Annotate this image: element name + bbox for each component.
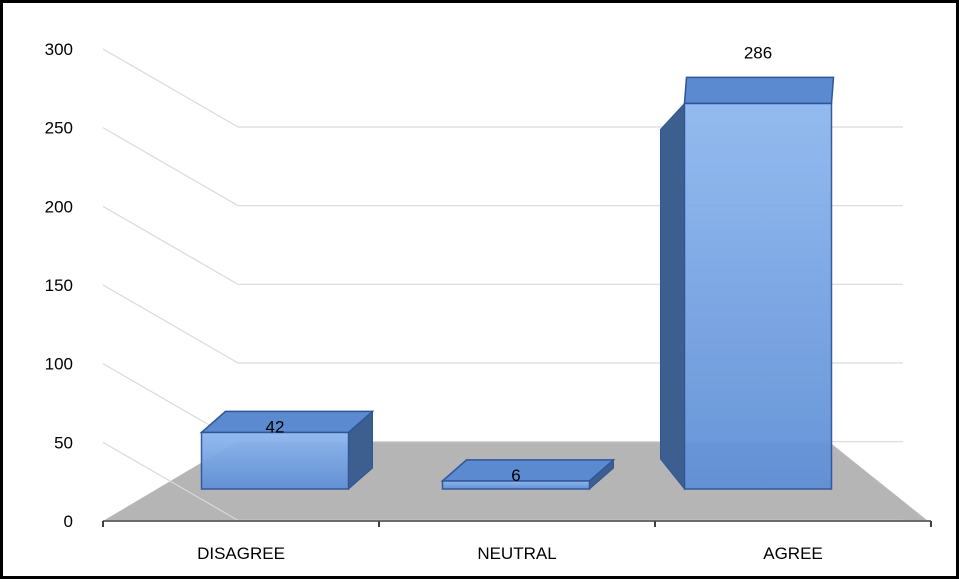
bar-side-face bbox=[660, 102, 685, 491]
y-tick-label: 0 bbox=[64, 512, 73, 531]
x-category-label: NEUTRAL bbox=[477, 544, 556, 563]
gridline-side bbox=[102, 48, 239, 128]
y-tick-label: 50 bbox=[54, 433, 73, 452]
y-tick-label: 150 bbox=[45, 276, 73, 295]
bar-top-face bbox=[199, 410, 375, 434]
y-tick-label: 100 bbox=[45, 355, 73, 374]
data-label: 42 bbox=[266, 417, 285, 436]
bar-disagree bbox=[199, 410, 375, 491]
labels: 0 50 100 150 200 250 300 DISAGREE NEUTRAL AGREE 42… bbox=[45, 40, 823, 563]
gridline-side bbox=[102, 205, 239, 285]
y-tick-label: 250 bbox=[45, 119, 73, 138]
data-label: 286 bbox=[744, 43, 772, 62]
bar-chart: 0 50 100 150 200 250 300 DISAGREE NEUTRAL AGREE 42… bbox=[45, 40, 932, 563]
bars bbox=[199, 76, 835, 491]
gridline-side bbox=[102, 284, 239, 364]
axes bbox=[102, 520, 932, 527]
y-tick-label: 300 bbox=[45, 40, 73, 59]
gridline-side bbox=[102, 127, 239, 207]
x-category-label: DISAGREE bbox=[197, 544, 285, 563]
bar-front-face bbox=[683, 102, 833, 490]
x-category-label: AGREE bbox=[763, 544, 823, 563]
bar-neutral bbox=[440, 458, 616, 491]
bar-front-face bbox=[200, 431, 350, 490]
bar-top-face bbox=[440, 459, 616, 482]
data-label: 6 bbox=[511, 466, 520, 485]
bar-top-face bbox=[683, 76, 835, 105]
y-tick-label: 200 bbox=[45, 197, 73, 216]
gridline-side bbox=[102, 441, 239, 521]
bar-agree bbox=[660, 76, 835, 491]
